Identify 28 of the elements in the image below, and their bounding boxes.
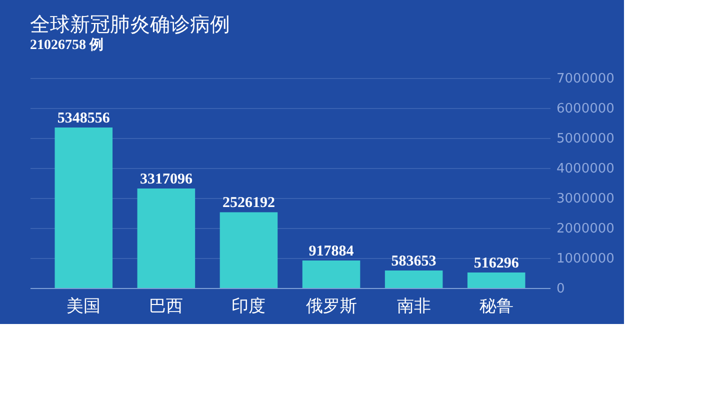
bar [137, 188, 196, 288]
bar [384, 270, 443, 288]
chart-subtitle: 21026758 例 [30, 37, 104, 53]
bar [467, 272, 526, 288]
data-label: 583653 [391, 253, 436, 270]
data-label: 3317096 [140, 171, 193, 188]
bar [302, 260, 360, 288]
data-label: 2526192 [222, 195, 275, 212]
chart-title: 全球新冠肺炎确诊病例 [30, 12, 230, 36]
bar [54, 128, 113, 288]
x-tick-label: 俄罗斯 [306, 296, 357, 316]
y-tick-label: 2000000 [556, 222, 614, 236]
y-tick-label: 3000000 [556, 192, 614, 206]
x-tick-label: 美国 [66, 296, 101, 316]
y-tick-label: 6000000 [556, 102, 614, 116]
x-tick-label: 南非 [396, 296, 431, 316]
y-tick-label: 1000000 [556, 252, 614, 266]
bar [220, 212, 278, 288]
x-tick-label: 印度 [232, 296, 266, 316]
x-tick-label: 巴西 [149, 296, 184, 316]
y-tick-label: 4000000 [556, 162, 614, 176]
data-label: 516296 [474, 256, 520, 272]
x-tick-label: 秘鲁 [479, 296, 514, 316]
y-tick-label: 7000000 [556, 72, 614, 86]
data-label: 917884 [308, 243, 354, 260]
data-label: 5348556 [57, 110, 110, 127]
y-tick-label: 5000000 [556, 132, 614, 146]
y-tick-label: 0 [556, 282, 565, 296]
